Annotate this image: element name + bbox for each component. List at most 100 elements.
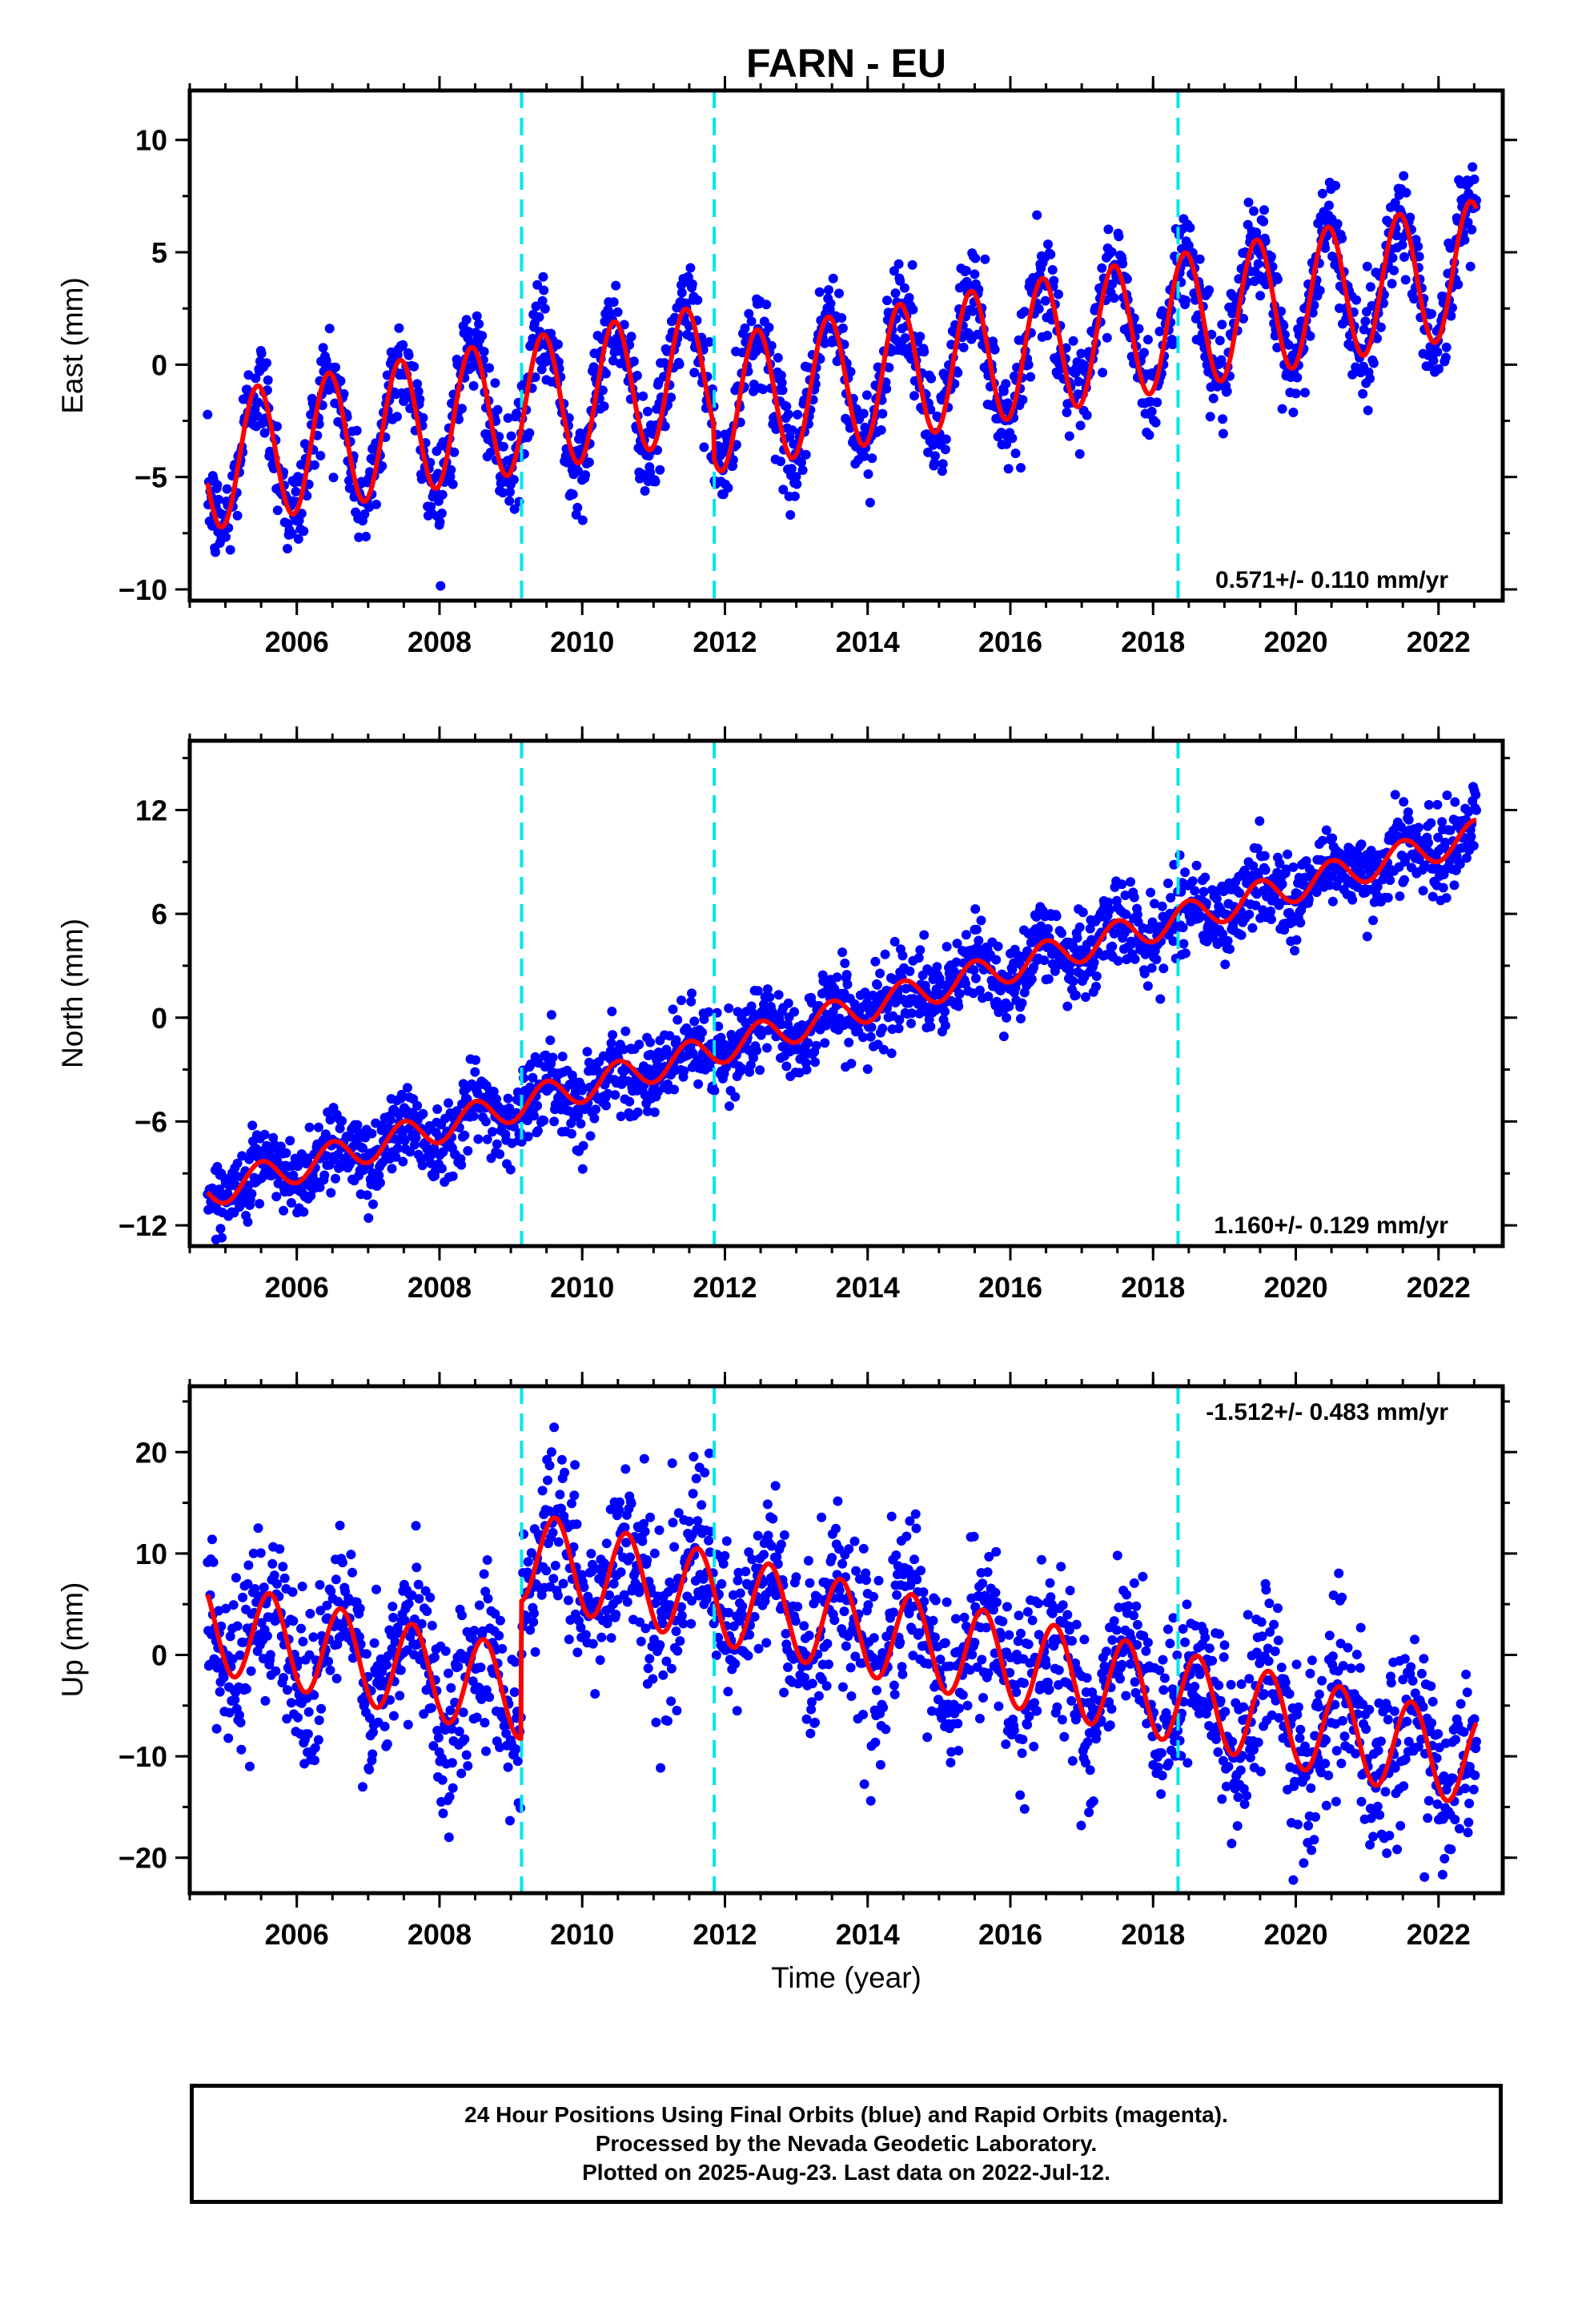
observation-point [655,464,665,475]
observation-point [288,1616,299,1626]
observation-point [303,1729,313,1739]
observation-point [385,1115,396,1125]
observation-point [668,1004,678,1015]
x-tick-label: 2018 [1121,625,1185,658]
observation-point [801,1058,811,1068]
observation-point [302,491,312,501]
observation-point [1019,307,1030,317]
observation-point [255,1548,266,1558]
observation-point [1405,212,1415,223]
observation-point [538,271,548,282]
observation-point [256,348,267,359]
observation-point [528,1617,539,1627]
x-tick-label: 2016 [978,1271,1042,1304]
observation-point [387,1164,397,1174]
observation-point [1249,206,1259,216]
observation-point [792,479,802,489]
observation-point [930,458,940,468]
observation-point [691,1474,701,1484]
observation-point [480,1718,490,1728]
observation-point [697,1027,707,1038]
x-tick-label: 2010 [550,625,614,658]
observation-point [900,333,910,343]
observation-point [364,1764,375,1775]
observation-point [926,373,937,384]
observation-point [669,1542,680,1552]
observation-point [1309,300,1319,311]
observation-point [1272,343,1283,352]
observation-point [1463,217,1473,227]
observation-point [832,972,842,983]
observation-point [1144,430,1154,440]
x-tick-label: 2008 [408,625,472,658]
observation-point [699,442,709,452]
observation-point [658,1670,669,1680]
observation-point [344,476,354,486]
observation-point [687,988,697,999]
observation-point [789,439,799,449]
observation-point [1320,243,1331,253]
observation-point [474,1600,484,1610]
observation-point [620,1464,631,1474]
velocity-label: 1.160+/- 0.129 mm/yr [1214,1212,1448,1239]
observation-point [1075,420,1086,431]
observation-point [221,532,231,542]
observation-point [651,1717,661,1727]
observation-point [436,581,446,591]
observation-point [567,1128,576,1139]
observation-point [1187,876,1198,887]
observation-point [286,1698,296,1708]
observation-point [677,995,686,1006]
x-tick-label: 2020 [1263,625,1327,658]
observation-point [318,343,328,353]
observation-point [1118,259,1128,269]
observation-point [505,1815,515,1826]
x-tick-label: 2022 [1407,625,1471,658]
observation-point [279,1205,289,1216]
observation-point [882,296,892,306]
observation-point [958,342,969,352]
observation-point [537,296,548,306]
observation-point [505,487,515,497]
observation-point [461,315,472,325]
observation-point [371,499,381,509]
observation-point [382,1660,391,1670]
observation-point [1356,839,1367,850]
observation-point [1043,239,1053,250]
y-tick-label: 6 [151,898,167,931]
observation-point [395,1691,405,1701]
observation-point [483,1594,493,1604]
observation-point [961,266,971,275]
observation-point [1215,336,1225,346]
observation-point [663,1716,673,1726]
observation-point [532,279,543,290]
observation-point [482,1555,492,1565]
observation-point [1423,838,1433,848]
y-tick-label: −10 [118,573,167,606]
observation-point [577,515,588,525]
observation-point [585,1131,596,1141]
observation-point [1103,224,1114,235]
observation-point [1363,405,1373,416]
observation-point [709,1086,720,1096]
observation-point [411,1521,421,1531]
observation-point [411,1132,421,1143]
observation-point [591,1104,600,1115]
observation-point [368,1199,378,1209]
observation-point [940,1020,950,1031]
observation-point [259,1582,269,1593]
observation-point [546,1447,556,1458]
observation-point [457,404,467,414]
observation-point [285,1136,295,1146]
observation-point [392,1144,403,1153]
observation-point [440,1646,451,1656]
observation-point [1155,994,1166,1004]
observation-point [601,368,611,379]
observation-point [1292,372,1303,383]
observation-point [612,307,623,317]
observation-point [773,352,783,363]
observation-point [444,1832,454,1843]
observation-point [906,1019,916,1028]
observation-point [398,1156,408,1167]
observation-point [725,1101,734,1112]
